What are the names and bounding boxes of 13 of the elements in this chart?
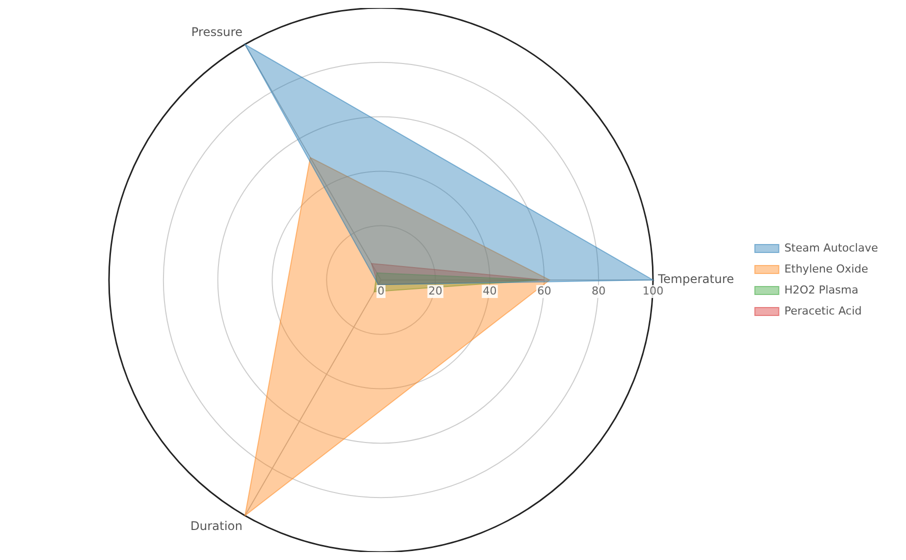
spoke-label: Duration: [190, 519, 242, 534]
y-tick-label: 80: [592, 284, 606, 298]
y-tick-label: 20: [428, 284, 442, 298]
y-tick-label: 40: [482, 284, 497, 298]
legend-label: Ethylene Oxide: [784, 262, 868, 276]
y-tick-label: 0: [378, 284, 384, 298]
spoke-label: Temperature: [657, 272, 734, 286]
spoke-label: Pressure: [191, 25, 242, 40]
legend-label: Peracetic Acid: [784, 304, 862, 318]
legend-label: H2O2 Plasma: [784, 283, 858, 296]
y-tick-label: 100: [642, 284, 664, 298]
legend-label: Steam Autoclave: [784, 241, 878, 254]
y-tick-label: 60: [537, 284, 552, 298]
